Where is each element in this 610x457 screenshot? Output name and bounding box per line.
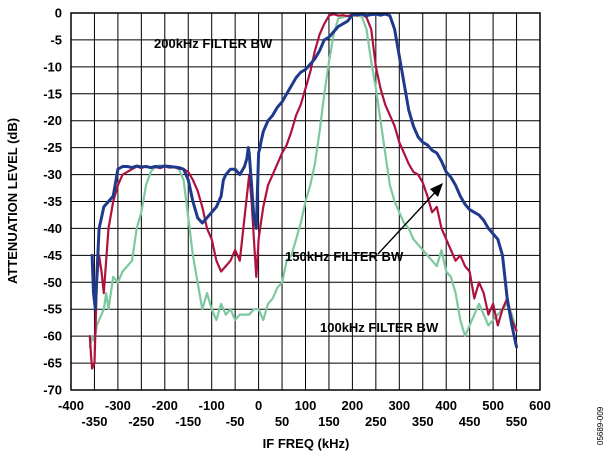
x-tick-label: 100 [295,398,317,413]
x-tick-label: -50 [226,414,245,429]
x-tick-label: 250 [365,414,387,429]
x-tick-label: 600 [529,398,551,413]
x-tick-label: -100 [199,398,225,413]
y-tick-label: -10 [43,59,62,74]
series-line-0 [90,12,518,349]
x-tick-labels: -400 -300 -200 -100 0 100 200 300 400 500 600 -350 -… [58,398,551,429]
y-tick-label: -60 [43,329,62,344]
x-tick-label: 550 [506,414,528,429]
plot-frame [70,12,541,391]
series-lines [88,12,518,370]
x-tick-label: -200 [152,398,178,413]
y-tick-label: -50 [43,275,62,290]
x-tick-label: -350 [81,414,107,429]
y-tick-label: -45 [43,248,62,263]
x-tick-label: -250 [128,414,154,429]
annotation-150khz-arrowhead [430,183,443,197]
x-tick-label: -400 [58,398,84,413]
y-tick-label: -70 [43,383,62,398]
x-tick-label: 350 [412,414,434,429]
x-tick-label: 400 [435,398,457,413]
y-tick-label: -35 [43,194,62,209]
y-tick-label: 0 [55,6,62,21]
x-tick-label: -150 [175,414,201,429]
y-tick-labels: 0 -5 -10 -15 -20 -25 -30 -35 -40 -45 -50 -55 -60 -65 -… [43,6,62,398]
series-line-2 [88,14,518,348]
annotation-150khz: 150kHz FILTER BW [285,249,404,264]
x-tick-label: -300 [105,398,131,413]
x-tick-label: 50 [275,414,289,429]
y-tick-label: -25 [43,140,62,155]
annotation-200khz: 200kHz FILTER BW [154,36,273,51]
x-tick-label: 450 [459,414,481,429]
figure-id: 05689-009 [596,406,605,445]
y-axis-label: ATTENUATION LEVEL (dB) [5,118,20,284]
annotation-150khz-arrow-line [377,186,441,255]
annotation-100khz: 100kHz FILTER BW [320,320,439,335]
y-tick-label: -20 [43,113,62,128]
x-tick-label: 200 [342,398,364,413]
x-tick-label: 500 [482,398,504,413]
y-tick-label: -65 [43,356,62,371]
x-tick-label: 150 [318,414,340,429]
y-tick-label: -30 [43,167,62,182]
x-tick-label: 0 [255,398,262,413]
x-axis-label: IF FREQ (kHz) [263,436,350,451]
x-tick-label: 300 [388,398,410,413]
y-tick-label: -15 [43,86,62,101]
y-tick-label: -55 [43,302,62,317]
y-tick-label: -5 [50,32,62,47]
y-tick-label: -40 [43,221,62,236]
